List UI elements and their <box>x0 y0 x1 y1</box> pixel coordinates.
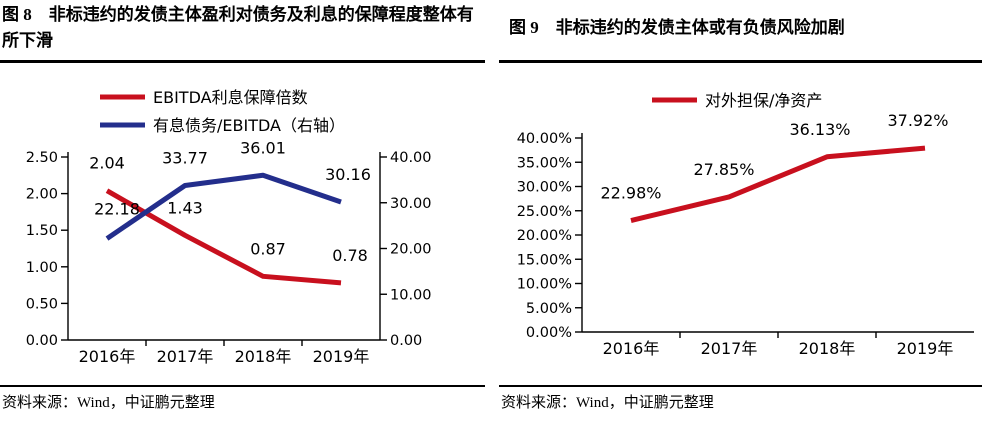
figure-8-line-chart: 0.00 0.50 1.00 1.50 2.00 2.50 0.00 10.00 20.00 30… <box>0 63 485 375</box>
series-line <box>105 188 342 286</box>
figure-9-line-chart: 0.00% 5.00% 10.00% 15.00% 20.00% 25.00% 30.00%… <box>499 63 982 375</box>
y-axis-tick-label: 2.00 <box>26 187 58 203</box>
x-axis-tick-label: 2018年 <box>235 347 292 366</box>
data-point-label: 37.92% <box>887 111 948 130</box>
y-axis-tick-label: 15.00% <box>517 252 572 268</box>
y-axis-tick-label: 10.00% <box>517 277 572 293</box>
y-axis-tick-label: 0.00 <box>26 333 58 349</box>
right-axis-tick-label: 40.00 <box>390 150 432 166</box>
x-axis-tick-label: 2016年 <box>79 347 136 366</box>
data-point-label: 36.13% <box>789 120 850 139</box>
y-axis-tick-label: 2.50 <box>26 150 58 166</box>
data-point-label: 1.43 <box>167 198 203 217</box>
y-axis-tick-label: 1.00 <box>26 260 58 276</box>
data-point-label: 22.18 <box>94 200 140 219</box>
figure-9-source: 资料来源：Wind，中证鹏元整理 <box>499 385 982 423</box>
source-text: 资料来源：Wind，中证鹏元整理 <box>501 395 714 411</box>
figure-9-title: 图 9 非标违约的发债主体或有负债风险加剧 <box>499 0 982 63</box>
data-point-label: 0.78 <box>332 246 368 265</box>
figure-9-column: 图 9 非标违约的发债主体或有负债风险加剧 0.00% 5.00% 10.00% 15… <box>495 0 990 423</box>
data-point-label: 36.01 <box>240 138 286 157</box>
legend-label: EBITDA利息保障倍数 <box>153 88 308 107</box>
y-axis-tick-label: 0.50 <box>26 296 58 312</box>
y-axis-tick-label: 40.00% <box>517 131 572 147</box>
y-axis-tick-label: 20.00% <box>517 228 572 244</box>
data-point-label: 27.85% <box>693 160 754 179</box>
source-text: 资料来源：Wind，中证鹏元整理 <box>2 395 215 411</box>
x-axis-tick-label: 2019年 <box>897 339 954 358</box>
y-axis-tick-label: 1.50 <box>26 223 58 239</box>
x-axis-tick-label: 2017年 <box>157 347 214 366</box>
data-point-label: 2.04 <box>89 154 125 173</box>
right-axis-tick-label: 20.00 <box>390 242 432 258</box>
y-axis-tick-label: 5.00% <box>526 301 572 317</box>
chart-svg: 0.00% 5.00% 10.00% 15.00% 20.00% 25.00% 30.00%… <box>517 91 974 358</box>
right-axis-tick-label: 0.00 <box>390 333 422 349</box>
series-line <box>105 172 342 241</box>
figure-8-source: 资料来源：Wind，中证鹏元整理 <box>0 385 485 423</box>
y-axis-tick-label: 30.00% <box>517 180 572 196</box>
x-axis-tick-label: 2019年 <box>313 347 370 366</box>
right-axis-tick-label: 30.00 <box>390 196 432 212</box>
x-axis-tick-label: 2016年 <box>603 339 660 358</box>
series-line <box>630 145 926 223</box>
data-point-label: 22.98% <box>600 184 661 203</box>
y-axis-tick-label: 25.00% <box>517 204 572 220</box>
x-axis-tick-label: 2018年 <box>799 339 856 358</box>
figure-8-title: 图 8 非标违约的发债主体盈利对债务及利息的保障程度整体有所下滑 <box>0 0 485 63</box>
x-axis-tick-label: 2017年 <box>701 339 758 358</box>
legend-label: 对外担保/净资产 <box>705 91 822 110</box>
y-axis-tick-label: 0.00% <box>526 325 572 341</box>
y-axis-tick-label: 35.00% <box>517 155 572 171</box>
data-point-label: 33.77 <box>162 149 208 168</box>
figure-8-column: 图 8 非标违约的发债主体盈利对债务及利息的保障程度整体有所下滑 0.00 0.5… <box>0 0 485 423</box>
data-point-label: 0.87 <box>250 239 286 258</box>
legend-label: 有息债务/EBITDA（右轴） <box>153 116 345 135</box>
right-axis-tick-label: 10.00 <box>390 287 432 303</box>
chart-svg: 0.00 0.50 1.00 1.50 2.00 2.50 0.00 10.00 20.00 30… <box>26 88 432 366</box>
data-point-label: 30.16 <box>325 165 371 184</box>
